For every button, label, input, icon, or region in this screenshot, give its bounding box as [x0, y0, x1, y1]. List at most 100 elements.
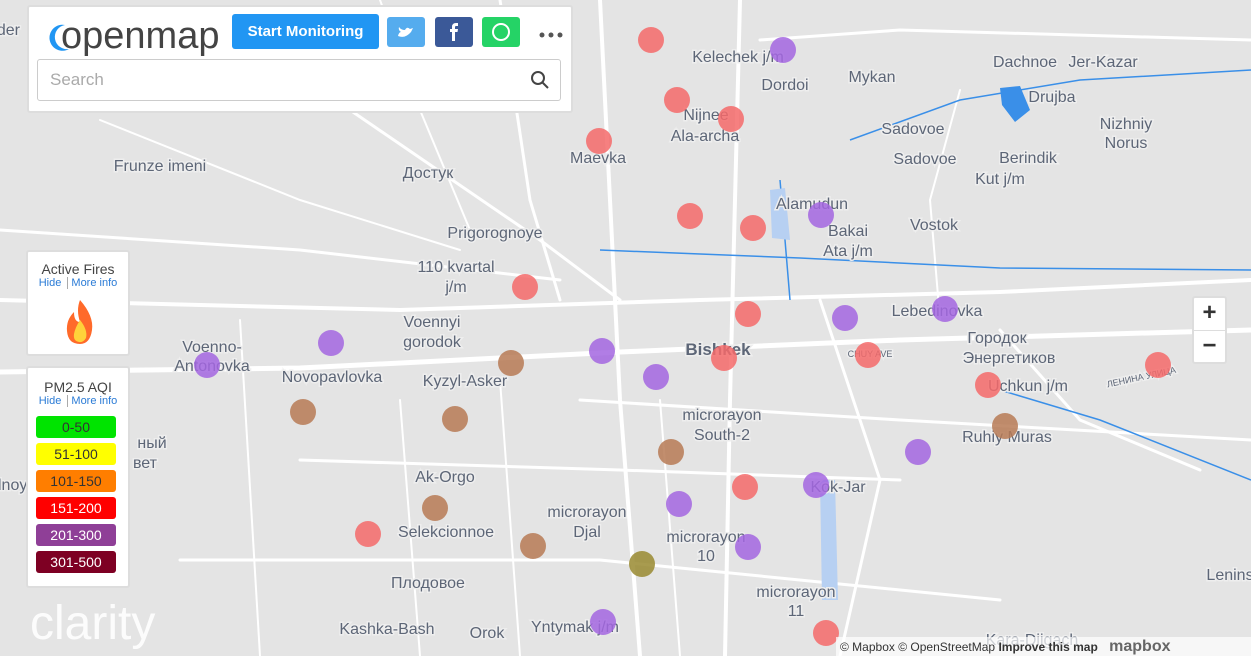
- place-label: microrayon: [547, 504, 626, 521]
- place-label: Maevka: [570, 150, 626, 167]
- sensor[interactable]: [770, 37, 796, 63]
- sensor[interactable]: [290, 399, 316, 425]
- twitter-button[interactable]: [387, 17, 425, 47]
- sensor[interactable]: [520, 533, 546, 559]
- fire-icon: [66, 300, 93, 344]
- sensor[interactable]: [589, 338, 615, 364]
- sensor-group: [194, 37, 958, 635]
- sensor[interactable]: [590, 609, 616, 635]
- sensor[interactable]: [355, 521, 381, 547]
- place-label: Kashka-Bash: [339, 621, 434, 638]
- sensor[interactable]: [740, 215, 766, 241]
- sensor[interactable]: [677, 203, 703, 229]
- place-label: microrayon: [682, 407, 761, 424]
- start-monitoring-button[interactable]: Start Monitoring: [232, 14, 379, 49]
- sensor[interactable]: [318, 330, 344, 356]
- sensor[interactable]: [666, 491, 692, 517]
- attribution: © Mapbox © OpenStreetMap Improve this ma…: [836, 637, 1251, 656]
- place-label: Достук: [403, 165, 454, 182]
- attr-mapbox[interactable]: © Mapbox: [840, 640, 895, 654]
- place-label: dnoy: [0, 477, 27, 494]
- map-labels: nder Kelechek j/m Dordoi Mykan Dachnoe Jer-Ka…: [0, 21, 1251, 651]
- attr-osm[interactable]: © OpenStreetMap: [898, 640, 996, 654]
- place-label: Kut j/m: [975, 171, 1025, 188]
- logo: openmap: [61, 15, 220, 57]
- place-label: Novopavlovka: [282, 369, 383, 386]
- sensor[interactable]: [813, 620, 839, 646]
- place-label: South-2: [694, 427, 750, 444]
- sensor[interactable]: [855, 342, 881, 368]
- place-label: Kelechek j/m: [692, 49, 784, 66]
- fires-title: Active Fires: [41, 261, 115, 277]
- place-label: вет: [133, 455, 158, 472]
- sensor[interactable]: [975, 372, 1001, 398]
- attr-improve[interactable]: Improve this map: [998, 640, 1098, 654]
- place-label: Dordoi: [761, 77, 808, 94]
- facebook-button[interactable]: [435, 17, 473, 47]
- place-label: Ak-Orgo: [415, 469, 475, 486]
- sensor[interactable]: [664, 87, 690, 113]
- aqi-hide[interactable]: Hide: [38, 395, 62, 407]
- place-label: nder: [0, 22, 21, 39]
- sensor[interactable]: [629, 551, 655, 577]
- sensor[interactable]: [803, 472, 829, 498]
- search-icon[interactable]: [530, 70, 550, 90]
- place-label: Nizhniy: [1100, 116, 1152, 133]
- sensor[interactable]: [905, 439, 931, 465]
- place-label: Jer-Kazar: [1068, 54, 1138, 71]
- sensor[interactable]: [735, 301, 761, 327]
- sensor[interactable]: [992, 413, 1018, 439]
- sensor[interactable]: [643, 364, 669, 390]
- place-label: Berindik: [999, 150, 1058, 167]
- search-box[interactable]: Search: [37, 59, 561, 101]
- place-label: 11: [788, 603, 805, 620]
- more-menu[interactable]: [537, 30, 567, 40]
- sensor[interactable]: [194, 352, 220, 378]
- place-label: Orok: [470, 625, 506, 642]
- place-label: Kyzyl-Asker: [423, 373, 508, 390]
- zoom-control: + −: [1192, 296, 1227, 364]
- sensor[interactable]: [732, 474, 758, 500]
- place-label: Энергетиков: [963, 350, 1056, 367]
- sensor[interactable]: [1145, 352, 1171, 378]
- place-label: microrayon: [756, 584, 835, 601]
- place-label: ный: [137, 435, 166, 452]
- place-label: j/m: [444, 279, 466, 296]
- sensor-group: [290, 350, 1018, 559]
- sensor[interactable]: [711, 345, 737, 371]
- place-label: Vostok: [910, 217, 959, 234]
- logo-icon: [49, 24, 69, 51]
- sensor[interactable]: [498, 350, 524, 376]
- place-label: Sadovoe: [881, 121, 944, 138]
- place-label: gorodok: [403, 334, 462, 351]
- aqi-level: 0-50: [36, 416, 116, 438]
- search-placeholder: Search: [50, 70, 104, 89]
- zoom-out[interactable]: −: [1202, 332, 1217, 359]
- sensor[interactable]: [586, 128, 612, 154]
- place-label: Selekcionnoe: [398, 524, 494, 541]
- aqi-level: 301-500: [36, 551, 116, 573]
- sensor[interactable]: [832, 305, 858, 331]
- place-label: Uchkun j/m: [988, 378, 1068, 395]
- aqi-more-info[interactable]: More info: [71, 395, 118, 407]
- place-label: Городок: [967, 330, 1027, 347]
- fires-more-info[interactable]: More info: [71, 277, 118, 289]
- sensor[interactable]: [512, 274, 538, 300]
- fires-hide[interactable]: Hide: [38, 277, 62, 289]
- sensor[interactable]: [932, 296, 958, 322]
- zoom-in[interactable]: +: [1194, 298, 1225, 331]
- sensor[interactable]: [658, 439, 684, 465]
- sensor[interactable]: [718, 106, 744, 132]
- whatsapp-button[interactable]: [482, 17, 520, 47]
- sensor[interactable]: [638, 27, 664, 53]
- sensor[interactable]: [735, 534, 761, 560]
- sensor[interactable]: [442, 406, 468, 432]
- clarity-logo: clarity: [30, 597, 156, 650]
- sensor[interactable]: [808, 202, 834, 228]
- place-label: microrayon: [666, 529, 745, 546]
- place-label: Bakai: [828, 223, 868, 240]
- aqi-level: 101-150: [36, 470, 116, 492]
- sensor[interactable]: [422, 495, 448, 521]
